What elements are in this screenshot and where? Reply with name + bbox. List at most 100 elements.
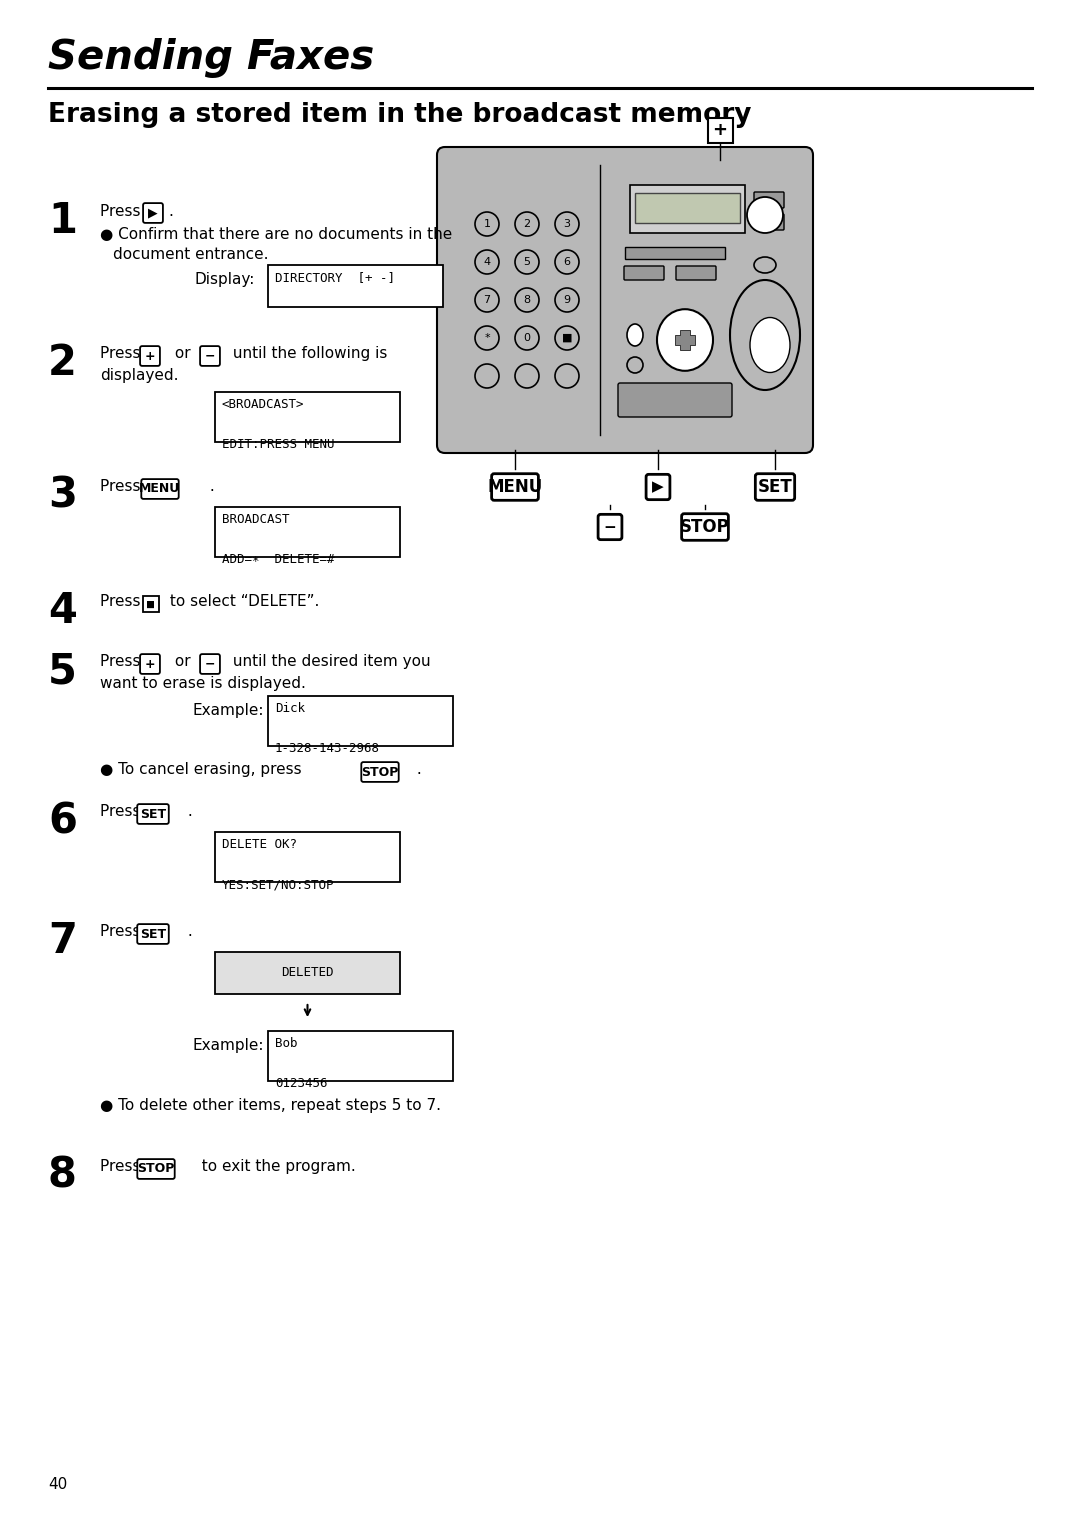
FancyBboxPatch shape [630,185,745,233]
FancyBboxPatch shape [137,925,168,945]
Text: 6: 6 [48,800,77,842]
Text: .: . [183,804,192,819]
Circle shape [475,212,499,237]
Circle shape [555,250,579,275]
Text: BROADCAST: BROADCAST [222,513,289,526]
Text: displayed.: displayed. [100,368,178,383]
Text: want to erase is displayed.: want to erase is displayed. [100,676,306,691]
Text: to exit the program.: to exit the program. [192,1160,355,1173]
Text: Display:: Display: [195,272,255,287]
Text: 5: 5 [48,650,77,691]
FancyBboxPatch shape [624,266,664,279]
Text: document entrance.: document entrance. [113,247,269,262]
Text: 40: 40 [48,1477,67,1492]
Ellipse shape [627,324,643,346]
FancyBboxPatch shape [137,804,168,824]
Circle shape [747,197,783,233]
FancyBboxPatch shape [268,696,453,746]
Circle shape [555,327,579,349]
Text: 7: 7 [48,920,77,961]
Text: 1-328-143-2968: 1-328-143-2968 [275,742,380,755]
Text: DELETED: DELETED [281,966,334,980]
Ellipse shape [730,279,800,391]
FancyBboxPatch shape [676,266,716,279]
Text: 3: 3 [564,220,570,229]
Text: EDIT:PRESS MENU: EDIT:PRESS MENU [222,438,335,452]
Text: until the following is: until the following is [228,346,388,362]
Text: .: . [168,204,173,220]
Text: Press: Press [100,204,146,220]
Text: Bob: Bob [275,1038,297,1050]
Text: +: + [145,658,156,670]
FancyBboxPatch shape [215,392,400,443]
Text: 1: 1 [484,220,490,229]
FancyBboxPatch shape [754,192,784,208]
Text: 8: 8 [524,295,530,305]
Text: to select “DELETE”.: to select “DELETE”. [165,594,320,609]
Text: 2: 2 [524,220,530,229]
FancyBboxPatch shape [681,514,728,540]
Text: ● To delete other items, repeat steps 5 to 7.: ● To delete other items, repeat steps 5 … [100,1099,441,1112]
FancyBboxPatch shape [215,952,400,993]
Text: Press: Press [100,594,146,609]
FancyBboxPatch shape [215,507,400,557]
FancyBboxPatch shape [137,1160,175,1180]
Text: Press: Press [100,1160,146,1173]
Text: ▶: ▶ [148,206,158,220]
Text: DIRECTORY  [+ -]: DIRECTORY [+ -] [275,272,395,284]
Text: Sending Faxes: Sending Faxes [48,38,375,78]
Circle shape [515,288,539,311]
Text: or: or [170,346,195,362]
Circle shape [475,288,499,311]
Circle shape [475,365,499,388]
Text: Example:: Example: [192,703,264,719]
Circle shape [475,250,499,275]
Text: Press: Press [100,479,146,494]
Text: <BROADCAST>: <BROADCAST> [222,398,305,410]
Text: 8: 8 [48,1155,77,1196]
FancyBboxPatch shape [618,383,732,417]
Text: STOP: STOP [137,1163,175,1175]
FancyBboxPatch shape [200,346,220,366]
FancyBboxPatch shape [268,1032,453,1080]
FancyBboxPatch shape [646,475,670,499]
Text: *: * [484,333,490,343]
Ellipse shape [750,317,789,372]
FancyBboxPatch shape [144,597,159,612]
Text: Example:: Example: [192,1038,264,1053]
Ellipse shape [627,357,643,372]
FancyBboxPatch shape [754,214,784,230]
Text: STOP: STOP [362,766,399,778]
Text: ADD=∗  DELETE=#: ADD=∗ DELETE=# [222,552,335,566]
Text: MENU: MENU [487,478,542,496]
FancyBboxPatch shape [625,247,725,259]
Text: STOP: STOP [680,517,730,536]
Text: 0: 0 [524,333,530,343]
Text: Dick: Dick [275,702,305,716]
FancyBboxPatch shape [707,118,732,142]
FancyBboxPatch shape [140,346,160,366]
Circle shape [515,365,539,388]
Text: 6: 6 [564,256,570,267]
Text: ■: ■ [148,598,154,610]
Text: .: . [205,479,215,494]
Ellipse shape [657,310,713,371]
Text: +: + [145,349,156,363]
Text: 4: 4 [484,256,490,267]
Text: −: − [205,349,215,363]
Circle shape [515,212,539,237]
FancyBboxPatch shape [437,146,813,453]
Text: Press: Press [100,655,146,668]
Text: 1: 1 [48,200,77,243]
Text: 5: 5 [524,256,530,267]
Circle shape [515,250,539,275]
Text: SET: SET [140,807,166,821]
Text: .: . [411,761,422,777]
Text: DELETE OK?: DELETE OK? [222,838,297,852]
FancyBboxPatch shape [141,479,178,499]
Text: −: − [604,519,617,534]
FancyBboxPatch shape [598,514,622,540]
Text: Press: Press [100,925,146,938]
Circle shape [515,327,539,349]
Text: SET: SET [758,478,793,496]
